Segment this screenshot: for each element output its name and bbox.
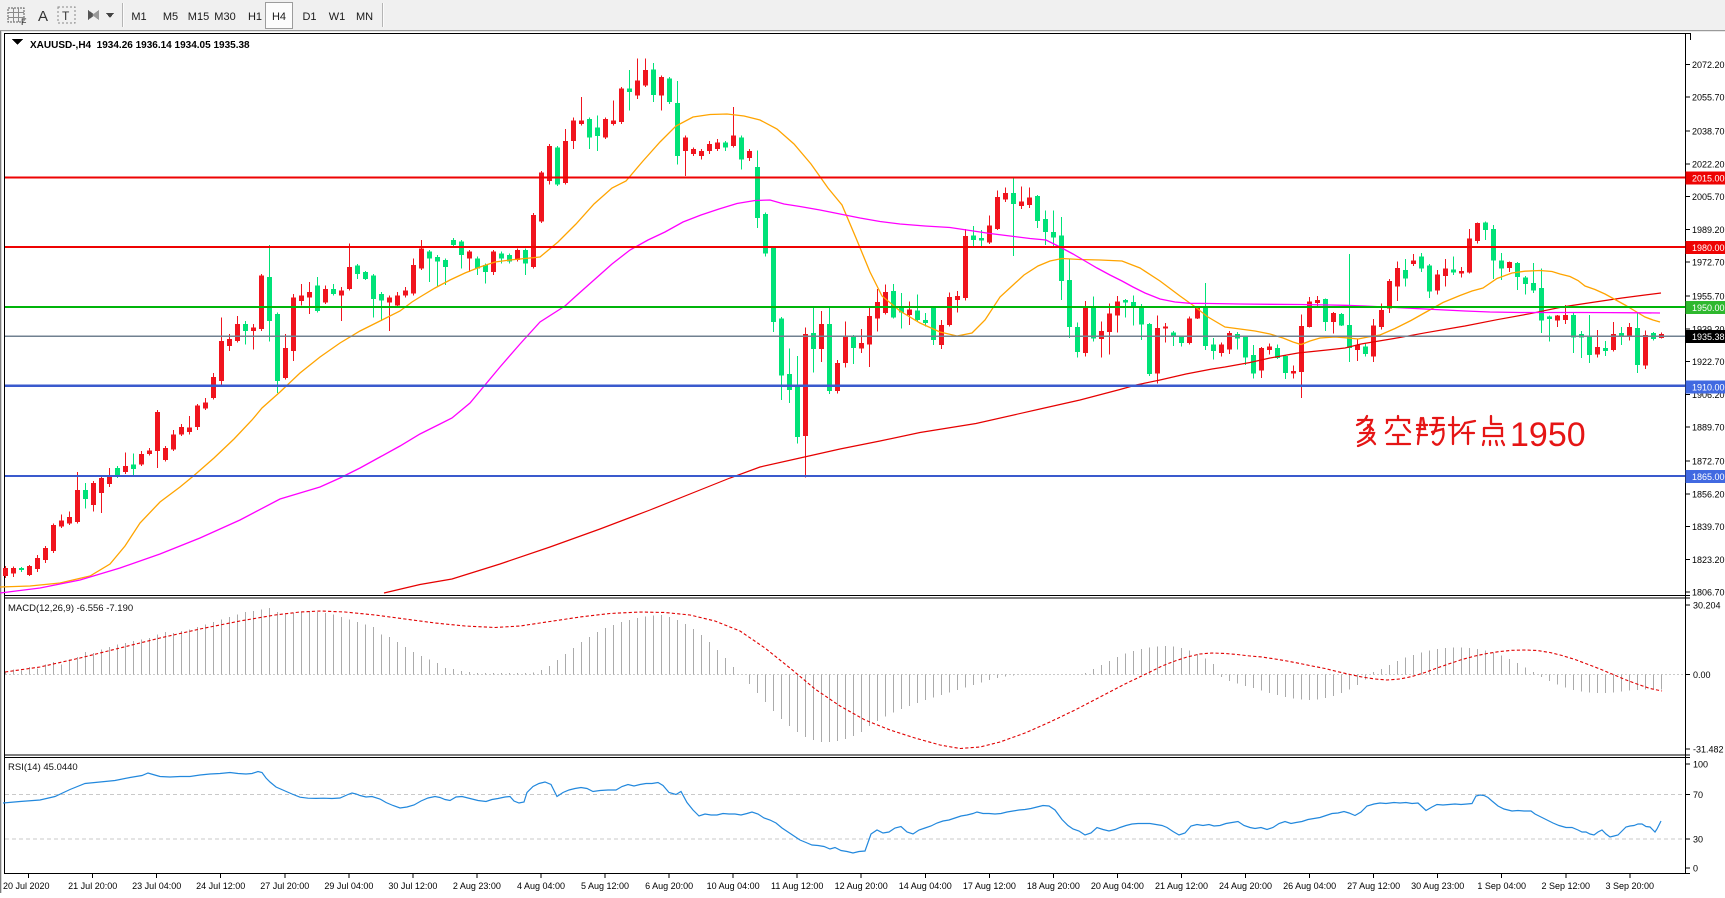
svg-text:23 Jul 04:00: 23 Jul 04:00 bbox=[132, 881, 181, 891]
svg-text:30.204: 30.204 bbox=[1693, 601, 1721, 611]
svg-text:21 Jul 20:00: 21 Jul 20:00 bbox=[68, 881, 117, 891]
svg-text:2072.20: 2072.20 bbox=[1692, 60, 1725, 70]
svg-text:20 Jul 2020: 20 Jul 2020 bbox=[3, 881, 50, 891]
svg-text:2022.20: 2022.20 bbox=[1692, 159, 1725, 169]
svg-text:17 Aug 12:00: 17 Aug 12:00 bbox=[963, 881, 1016, 891]
svg-text:2038.70: 2038.70 bbox=[1692, 127, 1725, 137]
svg-text:2 Sep 12:00: 2 Sep 12:00 bbox=[1542, 881, 1591, 891]
svg-text:XAUUSD-,H4 1934.26 1936.14 19: XAUUSD-,H4 1934.26 1936.14 1934.05 1935.… bbox=[30, 40, 250, 51]
svg-text:27 Jul 20:00: 27 Jul 20:00 bbox=[260, 881, 309, 891]
svg-text:1865.00: 1865.00 bbox=[1692, 472, 1725, 482]
svg-text:1889.70: 1889.70 bbox=[1692, 423, 1725, 433]
svg-text:-31.482: -31.482 bbox=[1693, 745, 1724, 755]
svg-text:MN: MN bbox=[356, 11, 373, 23]
svg-text:20 Aug 04:00: 20 Aug 04:00 bbox=[1091, 881, 1144, 891]
svg-text:2005.70: 2005.70 bbox=[1692, 192, 1725, 202]
svg-text:A: A bbox=[38, 8, 48, 25]
svg-text:14 Aug 04:00: 14 Aug 04:00 bbox=[899, 881, 952, 891]
svg-text:1922.70: 1922.70 bbox=[1692, 357, 1725, 367]
svg-text:100: 100 bbox=[1693, 760, 1708, 770]
svg-text:5 Aug 12:00: 5 Aug 12:00 bbox=[581, 881, 629, 891]
svg-text:10 Aug 04:00: 10 Aug 04:00 bbox=[707, 881, 760, 891]
svg-text:MACD(12,26,9) -6.556 -7.190: MACD(12,26,9) -6.556 -7.190 bbox=[8, 603, 133, 614]
svg-text:2 Aug 23:00: 2 Aug 23:00 bbox=[453, 881, 501, 891]
svg-text:24 Jul 12:00: 24 Jul 12:00 bbox=[196, 881, 245, 891]
svg-text:1823.20: 1823.20 bbox=[1692, 555, 1725, 565]
svg-text:24 Aug 20:00: 24 Aug 20:00 bbox=[1219, 881, 1272, 891]
svg-text:26 Aug 04:00: 26 Aug 04:00 bbox=[1283, 881, 1336, 891]
svg-text:21 Aug 12:00: 21 Aug 12:00 bbox=[1155, 881, 1208, 891]
svg-text:H1: H1 bbox=[248, 11, 262, 23]
svg-text:1806.70: 1806.70 bbox=[1692, 588, 1725, 598]
svg-text:0.00: 0.00 bbox=[1693, 670, 1711, 680]
svg-text:2015.00: 2015.00 bbox=[1692, 174, 1725, 184]
svg-text:F: F bbox=[21, 17, 27, 27]
svg-text:M15: M15 bbox=[188, 11, 209, 23]
svg-text:M30: M30 bbox=[214, 11, 235, 23]
svg-text:1872.70: 1872.70 bbox=[1692, 457, 1725, 467]
svg-text:29 Jul 04:00: 29 Jul 04:00 bbox=[324, 881, 373, 891]
svg-text:T: T bbox=[62, 9, 70, 23]
svg-text:W1: W1 bbox=[329, 11, 346, 23]
svg-text:1935.38: 1935.38 bbox=[1692, 332, 1725, 342]
svg-text:30: 30 bbox=[1693, 834, 1703, 844]
svg-text:1972.70: 1972.70 bbox=[1692, 258, 1725, 268]
svg-text:M1: M1 bbox=[131, 11, 146, 23]
svg-text:D1: D1 bbox=[302, 11, 316, 23]
svg-text:30 Jul 12:00: 30 Jul 12:00 bbox=[388, 881, 437, 891]
svg-text:1989.20: 1989.20 bbox=[1692, 225, 1725, 235]
svg-text:RSI(14) 45.0440: RSI(14) 45.0440 bbox=[8, 762, 78, 773]
svg-text:4 Aug 04:00: 4 Aug 04:00 bbox=[517, 881, 565, 891]
svg-text:6 Aug 20:00: 6 Aug 20:00 bbox=[645, 881, 693, 891]
svg-text:18 Aug 20:00: 18 Aug 20:00 bbox=[1027, 881, 1080, 891]
svg-text:70: 70 bbox=[1693, 790, 1703, 800]
svg-text:3 Sep 20:00: 3 Sep 20:00 bbox=[1606, 881, 1655, 891]
svg-text:11 Aug 12:00: 11 Aug 12:00 bbox=[771, 881, 823, 891]
svg-text:M5: M5 bbox=[163, 11, 178, 23]
svg-text:1 Sep 04:00: 1 Sep 04:00 bbox=[1477, 881, 1526, 891]
svg-text:12 Aug 20:00: 12 Aug 20:00 bbox=[835, 881, 888, 891]
svg-text:30 Aug 23:00: 30 Aug 23:00 bbox=[1411, 881, 1464, 891]
svg-text:1856.20: 1856.20 bbox=[1692, 489, 1725, 499]
svg-text:27 Aug 12:00: 27 Aug 12:00 bbox=[1347, 881, 1400, 891]
svg-text:1839.70: 1839.70 bbox=[1692, 522, 1725, 532]
svg-text:1950.00: 1950.00 bbox=[1692, 303, 1725, 313]
svg-text:2055.70: 2055.70 bbox=[1692, 93, 1725, 103]
svg-text:H4: H4 bbox=[272, 11, 286, 23]
svg-text:1955.70: 1955.70 bbox=[1692, 292, 1725, 302]
svg-text:1980.00: 1980.00 bbox=[1692, 243, 1725, 253]
svg-text:1950: 1950 bbox=[1510, 416, 1586, 454]
svg-text:0: 0 bbox=[1693, 864, 1698, 874]
svg-text:1910.00: 1910.00 bbox=[1692, 382, 1725, 392]
